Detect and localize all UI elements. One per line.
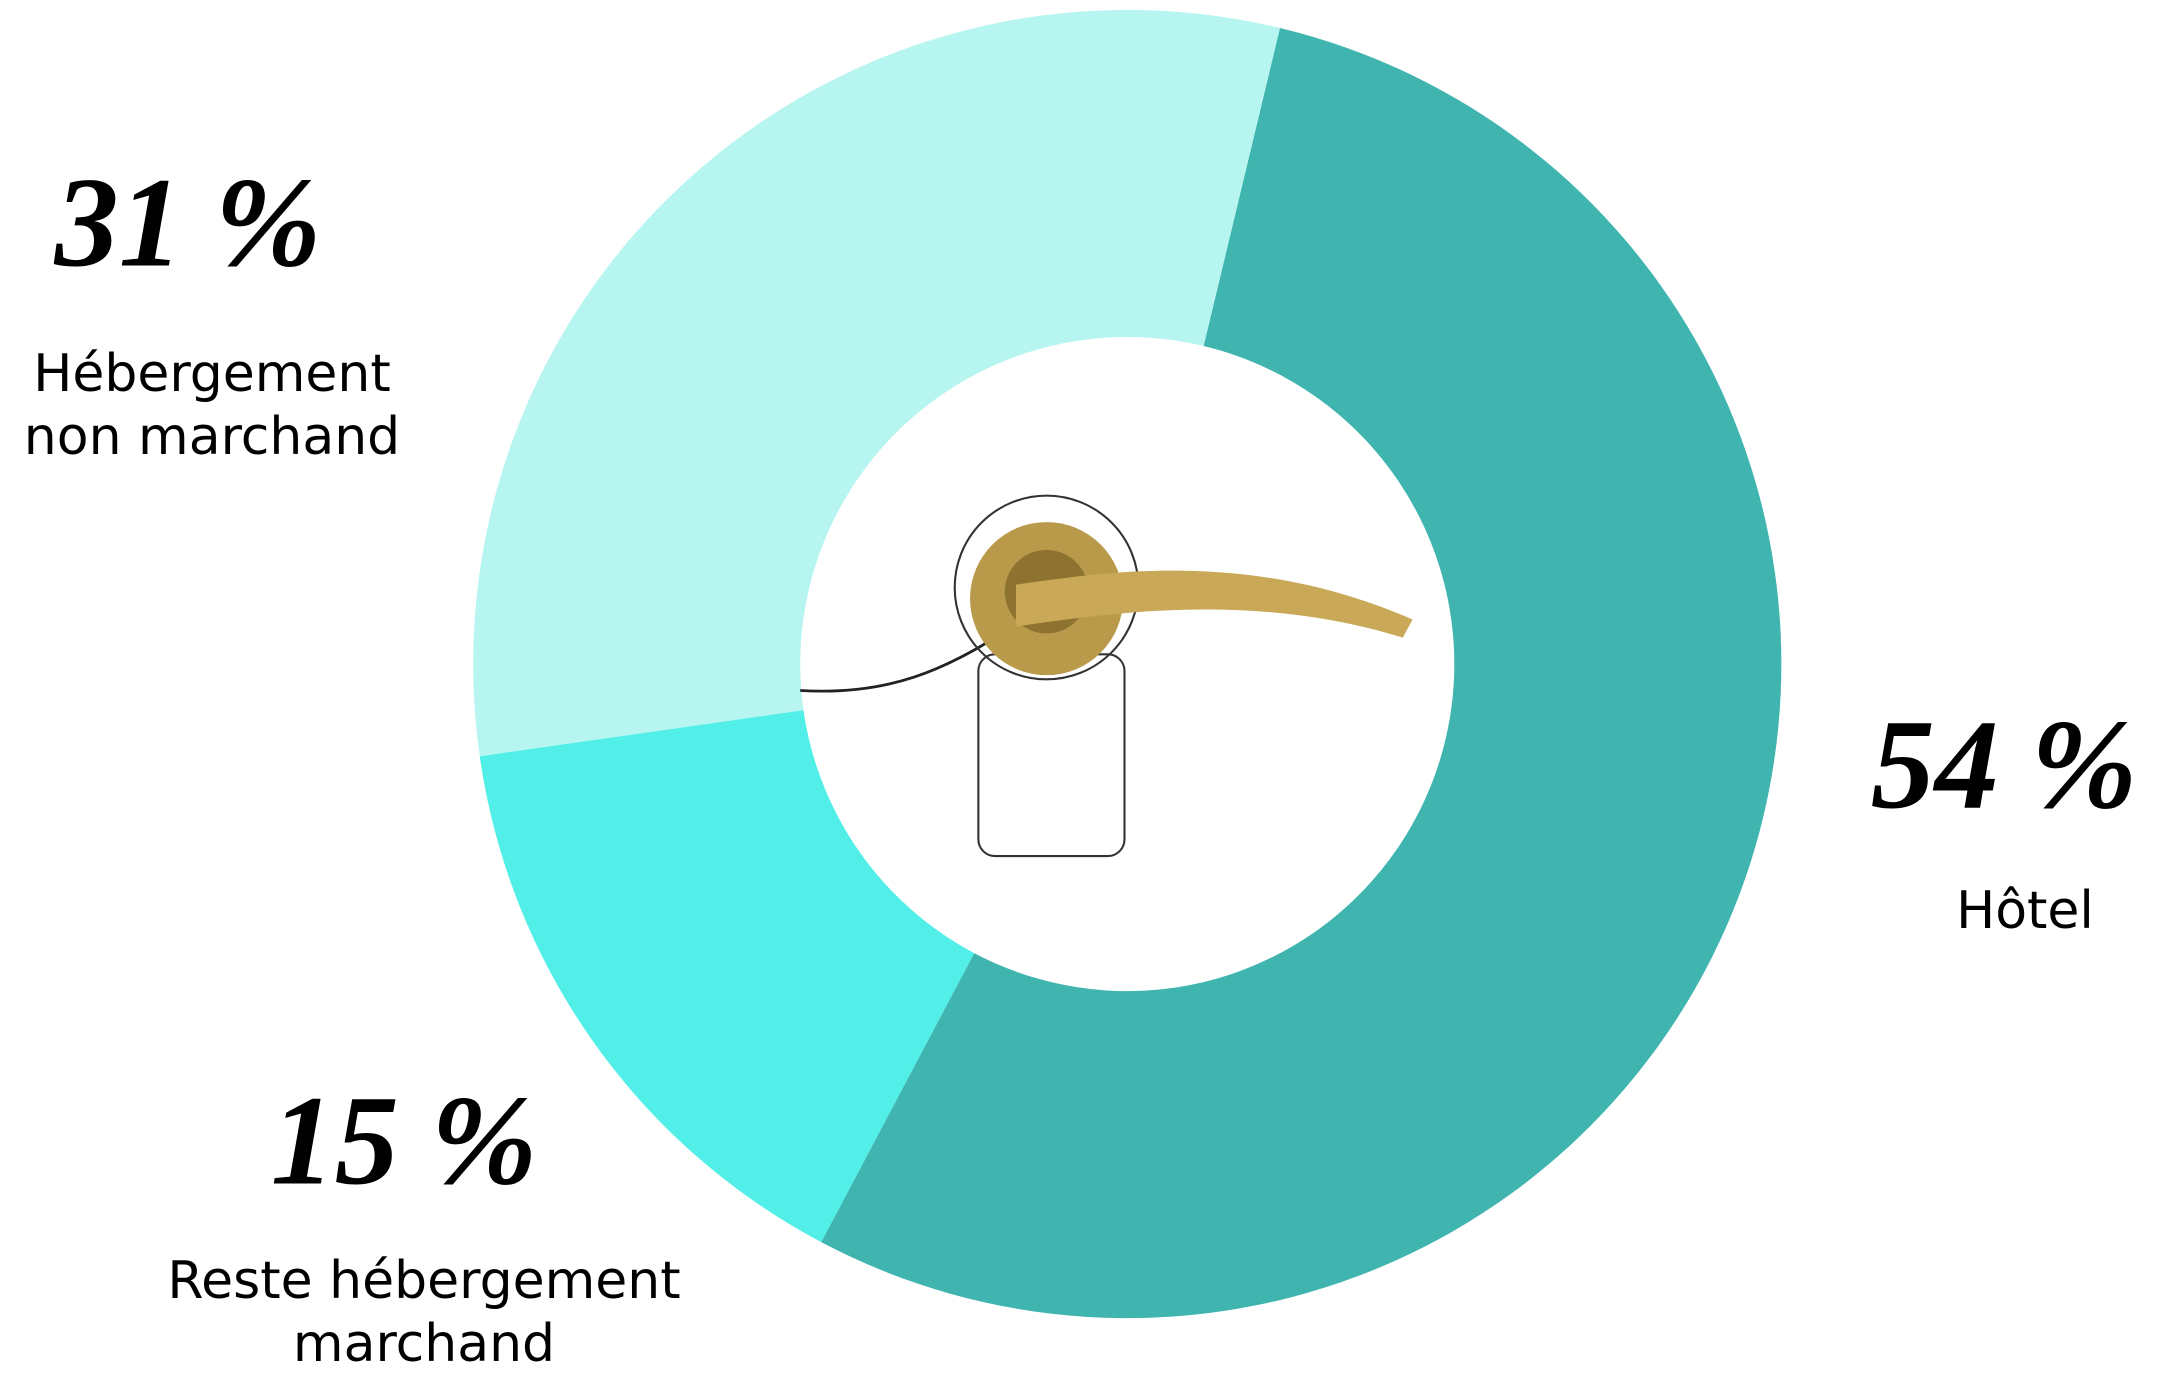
cord <box>800 632 1003 693</box>
donut-slice <box>821 28 1782 1319</box>
value-label: 31 % <box>54 151 322 294</box>
category-label: Hôtel <box>1956 881 2094 941</box>
category-label: Hébergement non marchand <box>23 344 401 467</box>
door-plate <box>977 653 1126 858</box>
value-label: 15 % <box>270 1069 538 1212</box>
category-label: Reste hébergement marchand <box>167 1251 681 1374</box>
door-handle-illustration <box>800 494 1413 858</box>
lever <box>1015 570 1413 638</box>
slices <box>473 9 1782 1319</box>
donut-slice <box>479 710 975 1243</box>
value-label: 54 % <box>1870 693 2138 836</box>
donut-slice <box>473 9 1280 757</box>
